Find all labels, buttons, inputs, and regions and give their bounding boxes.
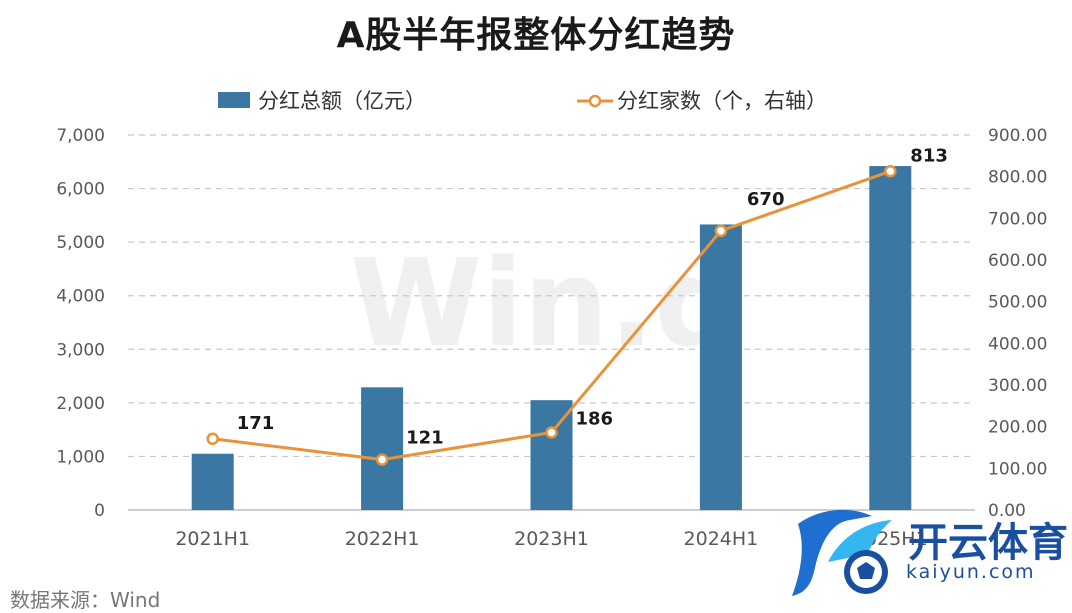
x-tick-label: 2023H1 <box>514 528 589 550</box>
y-left-tick-label: 0 <box>94 501 105 521</box>
line-point <box>884 165 897 178</box>
y-left-tick-label: 3,000 <box>56 340 105 360</box>
data-label: 813 <box>910 145 948 166</box>
legend-label-company-count: 分红家数（个，右轴） <box>617 89 827 113</box>
watermark: Win.d <box>350 235 740 374</box>
y-left-tick-label: 2,000 <box>56 394 105 414</box>
logo-text: 开云体育 <box>908 520 1068 566</box>
line-point <box>545 426 558 439</box>
chart-title: A股半年报整体分红趋势 <box>336 15 736 56</box>
data-label: 121 <box>406 428 444 449</box>
y-right-tick-label: 600.00 <box>988 251 1047 271</box>
line-point <box>206 432 219 445</box>
x-tick-label: 2021H1 <box>175 528 250 550</box>
y-right-tick-label: 800.00 <box>988 168 1047 188</box>
legend-bar-swatch <box>218 92 250 108</box>
bar <box>530 400 573 510</box>
y-right-tick-label: 0.00 <box>988 501 1026 521</box>
x-tick-label: 2024H1 <box>684 528 759 550</box>
bar <box>869 166 912 511</box>
legend-line-swatch <box>577 94 613 108</box>
y-left-tick-label: 1,000 <box>56 447 105 467</box>
legend: 分红总额（亿元） 分红家数（个，右轴） <box>0 86 1072 116</box>
y-right-tick-label: 100.00 <box>988 459 1047 479</box>
y-left-tick-label: 6,000 <box>56 180 105 200</box>
logo-url: kaiyun.com <box>906 561 1036 583</box>
y-right-tick-label: 300.00 <box>988 376 1047 396</box>
x-tick-label: 2022H1 <box>345 528 420 550</box>
data-label: 171 <box>237 413 275 434</box>
source-note: 数据来源：Wind <box>10 588 161 612</box>
bar <box>361 387 404 510</box>
legend-label-total-dividend: 分红总额（亿元） <box>258 89 426 113</box>
data-label: 670 <box>747 189 785 210</box>
bar <box>191 453 234 510</box>
data-label: 186 <box>576 409 614 430</box>
y-right-tick-label: 700.00 <box>988 209 1047 229</box>
y-right-tick-label: 900.00 <box>988 126 1047 146</box>
y-left-tick-label: 5,000 <box>56 233 105 253</box>
y-right-tick-label: 200.00 <box>988 418 1047 438</box>
y-left-tick-label: 7,000 <box>56 126 105 146</box>
line-point <box>714 224 728 238</box>
bar <box>699 224 742 510</box>
kaiyun-logo-icon <box>792 509 892 596</box>
y-left-tick-label: 4,000 <box>56 287 105 307</box>
line-point <box>375 453 389 466</box>
y-right-tick-label: 500.00 <box>988 293 1047 313</box>
y-right-tick-label: 400.00 <box>988 334 1047 354</box>
